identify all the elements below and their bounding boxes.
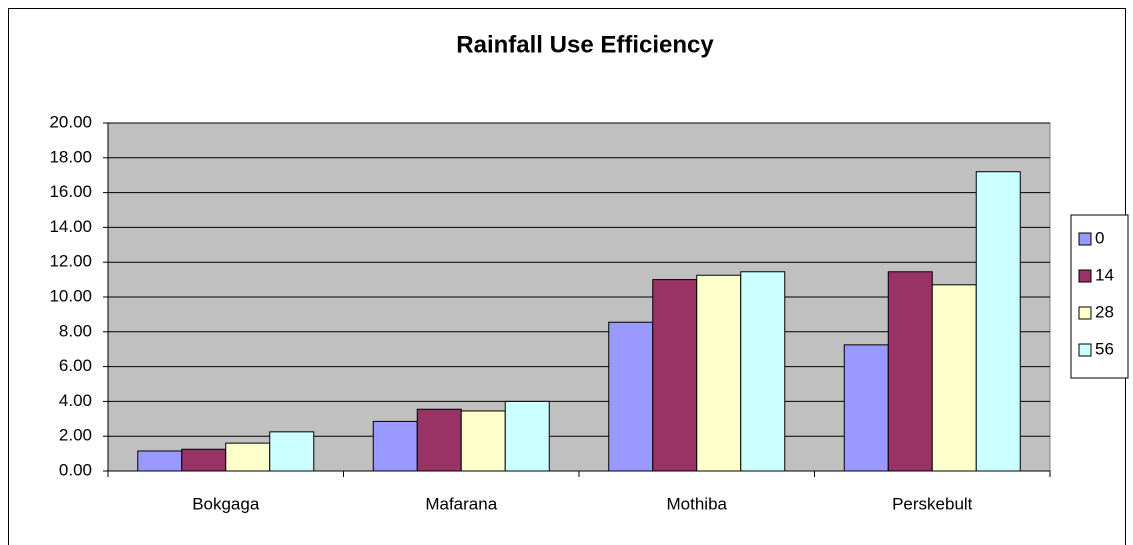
legend-swatch: [1078, 306, 1092, 320]
x-tick-label: Mothiba: [667, 494, 728, 513]
y-tick-label: 6.00: [59, 356, 92, 375]
bar: [416, 408, 462, 472]
x-tick-label: Mafarana: [425, 494, 497, 513]
bar: [975, 171, 1021, 472]
bar: [887, 271, 933, 472]
bar: [652, 279, 698, 472]
y-tick-label: 0.00: [59, 460, 92, 479]
chart-title: Rainfall Use Efficiency: [456, 31, 714, 58]
legend-label: 0: [1095, 228, 1104, 247]
bar: [608, 321, 654, 472]
bar: [696, 274, 742, 472]
y-tick-label: 14.00: [49, 217, 92, 236]
y-tick-label: 18.00: [49, 147, 92, 166]
bar: [372, 420, 418, 472]
y-tick-label: 12.00: [49, 252, 92, 271]
legend-swatch: [1078, 269, 1092, 283]
bar: [181, 448, 227, 472]
y-tick-label: 16.00: [49, 182, 92, 201]
y-tick-label: 20.00: [49, 112, 92, 131]
bar: [460, 410, 506, 472]
x-tick-label: Bokgaga: [192, 494, 260, 513]
legend-swatch: [1078, 343, 1092, 357]
legend-label: 56: [1095, 339, 1114, 358]
bar: [931, 284, 977, 472]
bar: [225, 442, 271, 472]
bar: [740, 271, 786, 472]
y-tick-label: 10.00: [49, 286, 92, 305]
legend-label: 28: [1095, 302, 1114, 321]
y-tick-label: 2.00: [59, 426, 92, 445]
bar: [504, 400, 550, 472]
bar: [843, 344, 889, 472]
legend-swatch: [1078, 232, 1092, 246]
x-tick-label: Perskebult: [892, 494, 973, 513]
y-tick-label: 4.00: [59, 391, 92, 410]
bar: [137, 450, 183, 472]
legend-label: 14: [1095, 265, 1114, 284]
y-tick-label: 8.00: [59, 321, 92, 340]
bar: [269, 431, 315, 472]
